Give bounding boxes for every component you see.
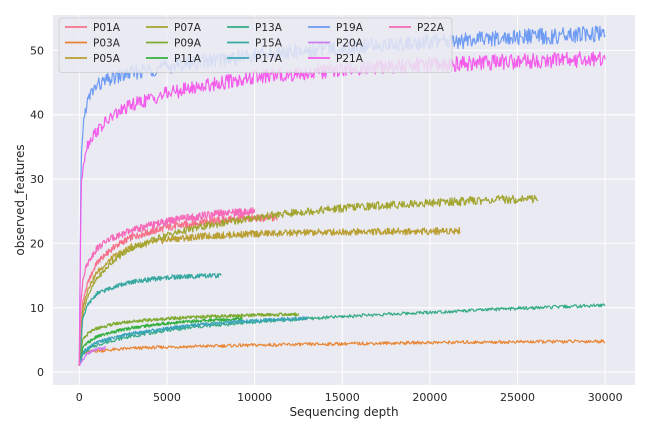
plot-background [53,15,635,385]
series-line-p07a [78,194,539,366]
legend-label: P01A [93,22,121,34]
legend-label: P03A [93,38,121,50]
x-axis-label: Sequencing depth [289,405,398,419]
legend-label: P21A [336,53,364,65]
series-line-p15a [78,272,222,366]
series-line-p05a [78,226,461,366]
legend-label: P07A [174,22,202,34]
y-axis: 0 10 20 30 40 50 [30,44,44,379]
series-line-p11a [78,316,243,366]
y-tick-label: 40 [30,109,44,122]
series-line-p20a [78,345,106,367]
legend-label: P13A [255,22,283,34]
grid [53,15,635,385]
legend-label: P15A [255,38,283,50]
legend-label: P19A [336,22,364,34]
y-axis-label: observed_features [13,144,27,255]
series-line-p13a [78,303,606,366]
x-tick-label: 15000 [325,391,360,404]
x-tick-label: 30000 [588,391,623,404]
series-line-p03a [78,339,606,366]
series-line-p09a [78,312,299,366]
legend-label: P17A [255,53,283,65]
x-tick-label: 5000 [153,391,181,404]
y-tick-label: 30 [30,173,44,186]
series-line-p22a [78,207,256,366]
y-tick-label: 20 [30,237,44,250]
x-tick-label: 0 [76,391,83,404]
x-tick-label: 20000 [412,391,447,404]
legend-label: P11A [174,53,202,65]
series-line-p17a [78,316,308,366]
legend-label: P20A [336,38,364,50]
x-tick-label: 10000 [237,391,272,404]
legend-label: P09A [174,38,202,50]
y-tick-label: 50 [30,44,44,57]
y-tick-label: 0 [37,366,44,379]
legend: P01A P03A P05A P07A P09A P11A P13A P15A P17A P19A… [58,17,453,73]
legend-label: P05A [93,53,121,65]
y-tick-label: 10 [30,302,44,315]
legend-label: P22A [417,22,445,34]
x-tick-label: 25000 [500,391,535,404]
x-axis: 0 5000 10000 15000 20000 25000 30000 [76,391,623,404]
